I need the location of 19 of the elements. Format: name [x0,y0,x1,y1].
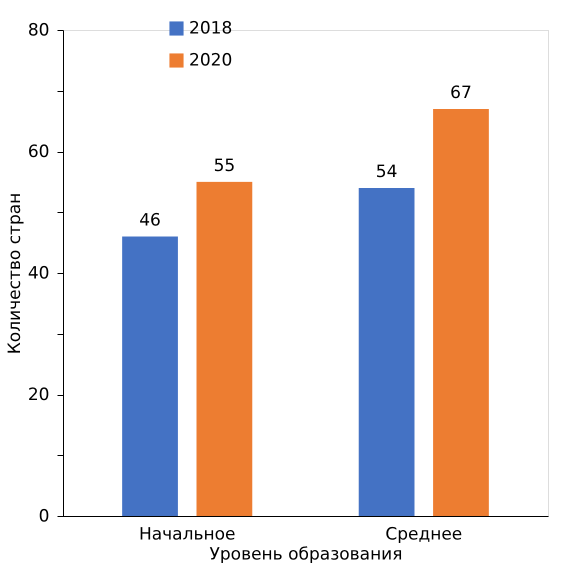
y-tick-label: 80 [28,20,50,40]
bar [358,188,414,516]
bar [433,108,489,516]
legend-label: 2020 [189,50,232,70]
x-tick-label: Среднее [385,524,462,544]
legend-label: 2018 [189,18,232,38]
y-tick-label: 60 [28,142,50,162]
y-tick-label: 40 [28,264,50,284]
data-label: 46 [139,210,161,231]
bar [196,182,252,516]
y-tick-label: 20 [28,385,50,405]
x-tick-label: Начальное [138,524,236,544]
data-label: 67 [450,82,472,103]
data-label: 54 [376,162,398,182]
y-tick-label: 0 [38,506,50,526]
y-axis-title: Количество стран [4,192,25,354]
bar [122,236,178,516]
data-label: 55 [214,156,236,176]
x-axis-title: Уровень образования [210,544,402,564]
